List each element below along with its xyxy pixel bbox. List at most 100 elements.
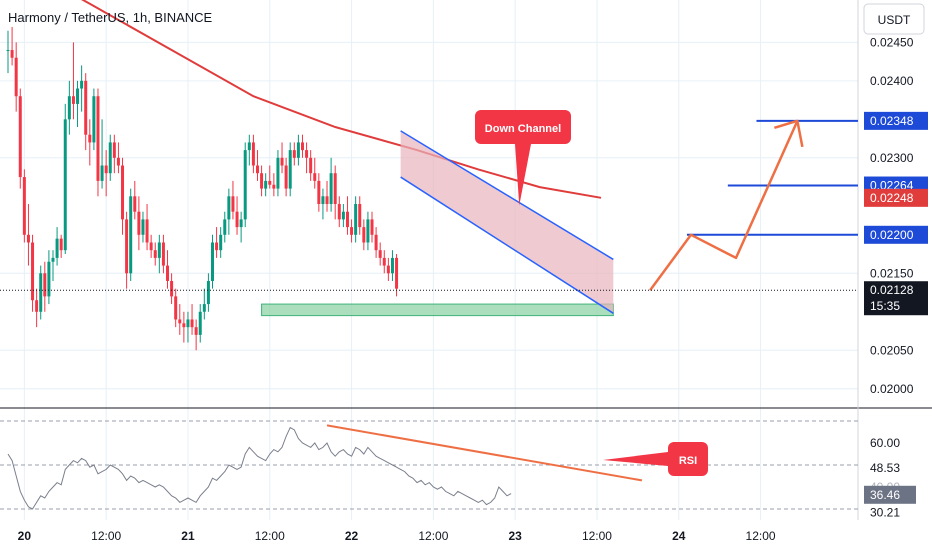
rsi-value-label: 36.46 [870,488,900,502]
level-tag-label: 0.02200 [870,228,914,242]
candle-body [59,238,63,251]
candle-body [280,157,284,166]
candle-body [84,80,88,135]
candle-body [14,57,18,97]
candle-body [366,219,370,243]
candle-body [333,173,337,204]
level-tag-0.02200 [864,225,928,244]
candle-body [255,165,259,174]
down-channel-label: Down Channel [485,123,561,135]
candle-body [157,242,161,258]
candle-body [194,327,198,335]
price-tick-label: 0.02000 [870,382,914,396]
candle-body [362,227,366,243]
candle-body [202,304,206,312]
candle-body [10,50,14,58]
candle-body [292,150,296,158]
candle-body [206,280,210,305]
candle-body [223,219,227,235]
candle-body [170,280,174,297]
rsi-value-badge [864,485,916,504]
candle-body [337,204,341,220]
candle-body [325,196,329,204]
level-tag-label: 0.02248 [870,191,914,205]
candle-body [71,96,75,104]
candle-body [305,150,309,158]
candle-body [243,150,247,220]
time-tick-label: 21 [181,529,195,543]
candle-body [22,177,26,235]
candle-body [129,196,133,274]
candle-body [43,273,47,297]
currency-badge-label: USDT [878,13,911,27]
candle-body [219,234,223,251]
candle-body [63,119,67,251]
chart-title: Harmony / TetherUS, 1h, BINANCE [8,10,213,25]
axes: 0.02450 0.02400 0.02300 0.02150 0.02050 0.020… [18,35,928,543]
candle-body [276,157,280,189]
candle-body [92,96,96,143]
candle-body [251,142,255,166]
countdown-label: 15:35 [870,299,900,313]
candle-body [227,196,231,220]
candle-body [247,142,251,151]
price-tick-label: 0.02050 [870,343,914,357]
rsi-trendline [326,424,643,482]
down-channel-callout-pointer [515,144,531,206]
candle-body [284,165,288,189]
level-tag-label: 0.02348 [870,114,914,128]
price-tick-label: 0.02150 [870,266,914,280]
down-channel-lower [400,176,614,314]
candle-body [231,196,235,212]
rsi-low-label: 30.21 [870,506,900,520]
candle-body [215,242,219,251]
candle-body [112,142,116,158]
rsi-pane: RSI [0,420,858,510]
price-tick-label: 0.02400 [870,74,914,88]
candle-body [174,296,178,320]
candle-body [96,96,100,181]
candle-body [329,173,333,204]
candle-body [317,180,321,204]
candle-body [239,219,243,228]
time-tick-label: 12:00 [91,529,121,543]
down-channel-upper [400,130,614,261]
candle-body [358,204,362,228]
candle-body [76,88,80,104]
current-price-tag [864,281,928,316]
candle-body [55,238,59,258]
candle-body [272,184,276,189]
candle-body [6,50,10,52]
candle-body [190,319,194,328]
candle-body [260,173,264,189]
candle-body [31,242,35,301]
candle-body [178,319,182,324]
rsi-line [7,426,512,510]
time-tick-label: 24 [672,529,686,543]
support-zone [261,303,614,317]
price-tick-label: 0.02300 [870,151,914,165]
time-tick-label: 23 [508,529,522,543]
time-tick-label: 12:00 [255,529,285,543]
level-tag-0.02248 [864,188,928,207]
candle-body [341,211,345,220]
current-price-label: 0.02128 [870,283,914,297]
candle-body [370,219,374,235]
candle-body [141,219,145,235]
candle-body [268,180,272,185]
currency-badge[interactable]: USDT [863,3,925,35]
candle-body [108,142,112,174]
candle-body [161,242,165,266]
candle-body [26,234,30,243]
candle-body [166,265,170,281]
time-tick-label: 22 [345,529,359,543]
candle-body [395,257,399,289]
candle-body [121,165,125,220]
candle-body [321,196,325,204]
candle-body [374,234,378,251]
candle-body [211,242,214,281]
time-tick-label: 20 [18,529,32,543]
candle-body [309,157,313,174]
